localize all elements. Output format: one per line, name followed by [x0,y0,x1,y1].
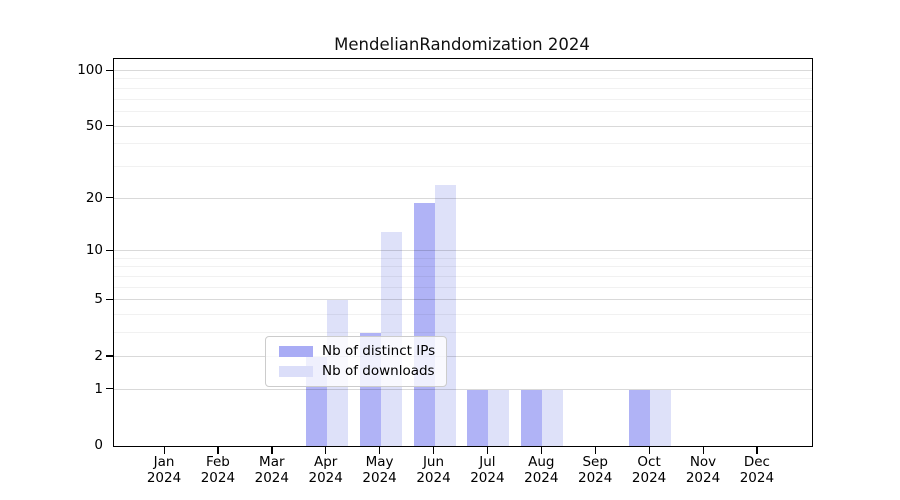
x-tick-label: Sep 2024 [578,454,613,486]
minor-gridline [114,314,812,316]
y-tick-mark [106,125,113,127]
minor-gridline [114,257,812,259]
minor-gridline [114,87,812,89]
x-tick-label: Jan 2024 [146,454,182,486]
distinct-ips-swatch-icon [279,346,313,357]
major-gridline [114,388,812,390]
x-tick-mark [540,446,543,454]
downloads-swatch-icon [279,366,313,377]
x-tick-label: Nov 2024 [685,454,721,486]
x-tick-label: Aug 2024 [524,454,559,486]
x-tick-mark [217,446,219,454]
minor-gridline [114,276,812,278]
minor-gridline [114,286,812,288]
y-tick-label: 2 [94,347,103,364]
y-tick-label: 10 [85,242,103,259]
y-tick-label: 5 [94,291,103,308]
minor-gridline [114,78,812,80]
y-tick-label: 20 [85,189,103,206]
x-tick-label: May 2024 [362,454,397,486]
minor-gridline [114,143,812,145]
major-gridline [114,250,812,252]
bar [413,202,435,446]
legend-item-downloads: Nb of downloads [279,364,435,379]
major-gridline [114,355,812,357]
x-tick-label: Jul 2024 [470,454,505,486]
x-tick-mark [325,446,327,454]
bar [434,184,456,446]
x-tick-mark [379,446,381,454]
major-gridline [114,70,812,71]
x-tick-label: Feb 2024 [200,454,236,486]
minor-gridline [114,332,812,334]
bar [542,389,564,446]
x-tick-label: Dec 2024 [739,454,775,486]
y-tick-mark [106,249,113,251]
y-tick-label: 50 [85,117,103,134]
x-tick-label: Apr 2024 [308,454,343,486]
legend: Nb of distinct IPs Nb of downloads [265,336,448,387]
x-tick-label: Mar 2024 [254,454,289,486]
legend-label: Nb of distinct IPs [322,343,436,359]
bar [629,389,651,446]
bar [650,389,672,446]
x-tick-mark [648,446,650,454]
y-tick-mark [106,355,113,357]
bar [488,389,510,446]
major-gridline [114,125,812,127]
x-tick-mark [271,446,273,454]
legend-item-distinct-ips: Nb of distinct IPs [279,344,435,359]
legend-label: Nb of downloads [322,363,435,379]
minor-gridline [114,110,812,112]
y-tick-label: 1 [94,380,103,397]
y-tick-label: 0 [94,437,103,453]
minor-gridline [114,98,812,100]
x-tick-mark [756,446,758,454]
y-tick-mark [106,69,113,71]
x-tick-label: Oct 2024 [631,454,667,486]
y-tick-mark [106,388,113,390]
bar [467,389,489,446]
x-tick-mark [486,446,489,454]
y-tick-label: 100 [77,62,103,78]
x-tick-label: Jun 2024 [416,454,451,486]
minor-gridline [114,266,812,268]
x-tick-mark [702,446,704,454]
minor-gridline [114,165,812,167]
y-tick-mark [106,298,113,301]
major-gridline [114,197,812,199]
x-tick-mark [163,446,165,454]
y-tick-mark [106,197,113,199]
chart-title: MendelianRandomization 2024 [334,35,590,54]
bar [521,389,543,446]
x-tick-mark [433,446,435,454]
plot-area [113,58,813,447]
x-tick-mark [594,446,596,454]
major-gridline [114,299,812,301]
